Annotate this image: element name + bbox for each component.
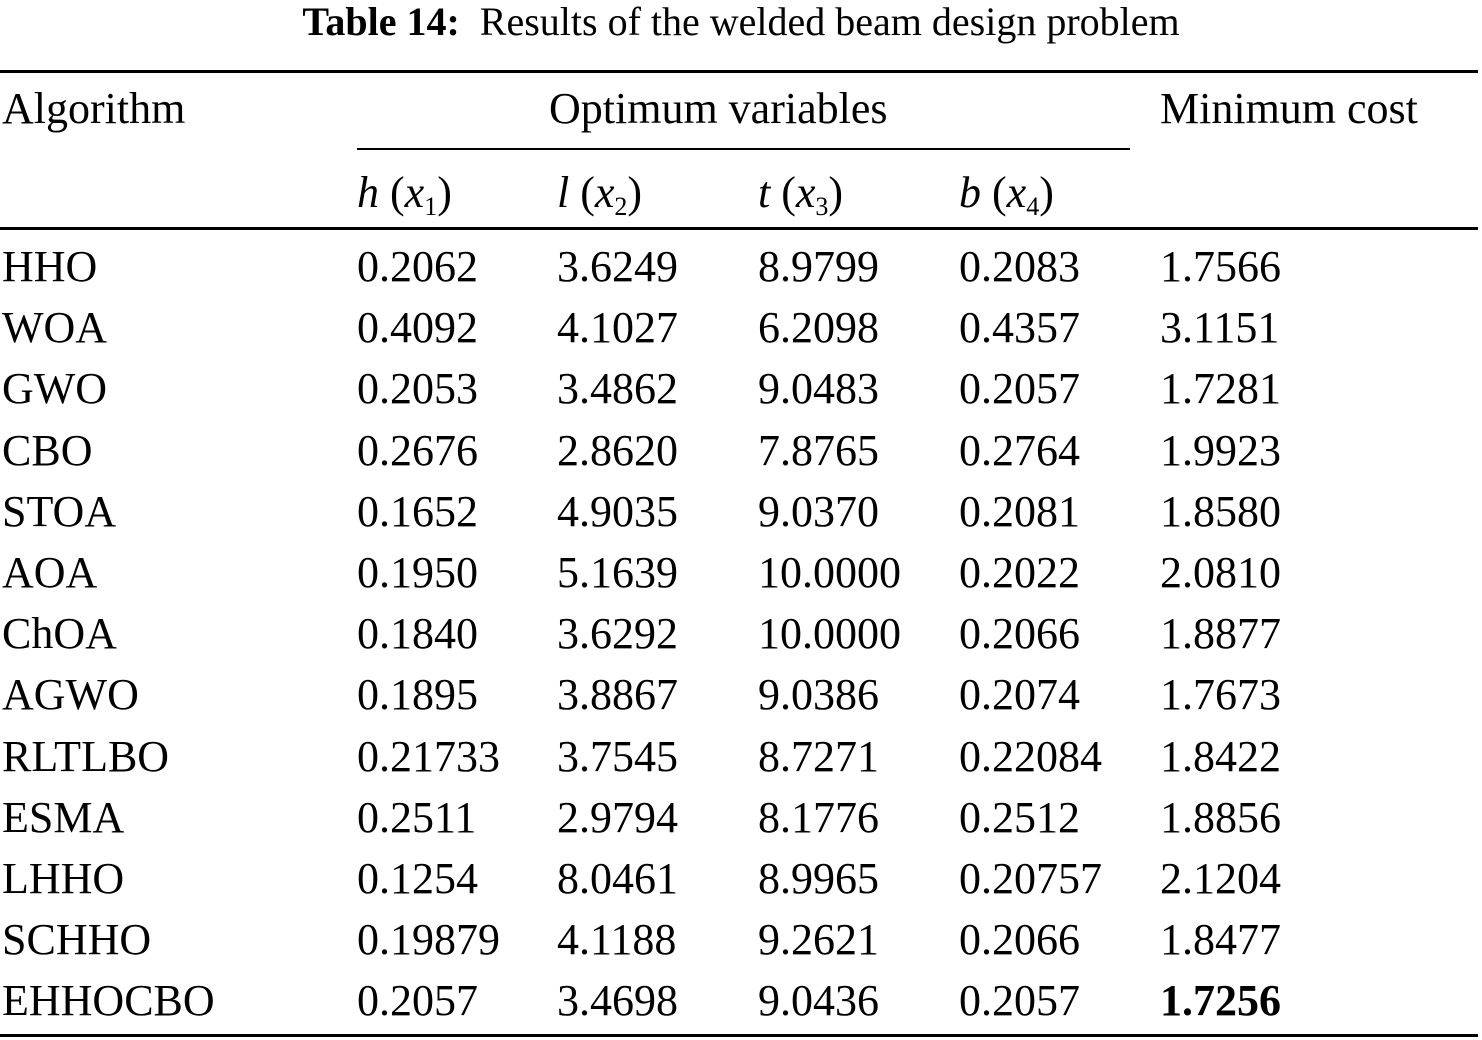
cell-b: 0.2022 (959, 548, 1080, 597)
cell-h: 0.1840 (357, 609, 478, 658)
cell-cost: 1.8477 (1160, 915, 1281, 964)
cell-b: 0.2512 (959, 793, 1080, 842)
cell-l: 4.1027 (557, 303, 678, 352)
cell-h: 0.1895 (357, 670, 478, 719)
header-optimum-variables: Optimum variables (549, 84, 888, 133)
cell-b: 0.2066 (959, 609, 1080, 658)
group-rule (357, 148, 1130, 150)
cell-algorithm: STOA (2, 487, 117, 536)
cell-t: 9.2621 (758, 915, 879, 964)
cell-h: 0.2057 (357, 976, 478, 1025)
cell-algorithm: RLTLBO (2, 732, 170, 781)
cell-h: 0.1254 (357, 854, 478, 903)
cell-algorithm: GWO (2, 364, 108, 413)
cell-l: 5.1639 (557, 548, 678, 597)
cell-t: 8.1776 (758, 793, 879, 842)
cell-l: 3.4698 (557, 976, 678, 1025)
cell-h: 0.2062 (357, 242, 478, 291)
cell-algorithm: CBO (2, 426, 93, 475)
table-caption: Table 14: Results of the welded beam des… (0, 0, 1482, 48)
cell-h: 0.4092 (357, 303, 478, 352)
cell-cost: 1.8856 (1160, 793, 1281, 842)
cell-t: 10.0000 (758, 609, 901, 658)
cell-b: 0.2083 (959, 242, 1080, 291)
cell-b: 0.22084 (959, 732, 1102, 781)
cell-algorithm: LHHO (2, 854, 125, 903)
cell-t: 9.0370 (758, 487, 879, 536)
top-rule (0, 70, 1478, 73)
cell-b: 0.2057 (959, 976, 1080, 1025)
cell-cost: 2.0810 (1160, 548, 1281, 597)
cell-algorithm: EHHOCBO (2, 976, 215, 1025)
cell-algorithm: AGWO (2, 670, 139, 719)
header-var-h: h (x1) (357, 168, 452, 221)
cell-b: 0.4357 (959, 303, 1080, 352)
cell-t: 8.9799 (758, 242, 879, 291)
cell-h: 0.2053 (357, 364, 478, 413)
cell-cost: 2.1204 (1160, 854, 1281, 903)
cell-algorithm: AOA (2, 548, 98, 597)
cell-h: 0.2511 (357, 793, 477, 842)
cell-l: 4.9035 (557, 487, 678, 536)
header-algorithm: Algorithm (2, 84, 186, 133)
cell-cost: 1.8580 (1160, 487, 1281, 536)
cell-l: 3.7545 (557, 732, 678, 781)
header-var-t: t (x3) (758, 168, 844, 221)
cell-l: 3.4862 (557, 364, 678, 413)
cell-l: 3.6249 (557, 242, 678, 291)
cell-cost: 1.8422 (1160, 732, 1281, 781)
cell-l: 2.9794 (557, 793, 678, 842)
cell-t: 10.0000 (758, 548, 901, 597)
cell-t: 9.0483 (758, 364, 879, 413)
cell-algorithm: HHO (2, 242, 98, 291)
cell-cost: 1.7256 (1160, 976, 1281, 1025)
cell-t: 9.0386 (758, 670, 879, 719)
cell-cost: 1.7281 (1160, 364, 1281, 413)
cell-t: 9.0436 (758, 976, 879, 1025)
cell-algorithm: ChOA (2, 609, 117, 658)
cell-t: 7.8765 (758, 426, 879, 475)
cell-algorithm: ESMA (2, 793, 125, 842)
cell-cost: 3.1151 (1160, 303, 1280, 352)
cell-b: 0.2074 (959, 670, 1080, 719)
cell-cost: 1.7566 (1160, 242, 1281, 291)
cell-h: 0.21733 (357, 732, 500, 781)
cell-h: 0.2676 (357, 426, 478, 475)
header-var-b: b (x4) (959, 168, 1054, 221)
cell-t: 8.7271 (758, 732, 879, 781)
cell-b: 0.20757 (959, 854, 1102, 903)
bottom-rule (0, 1034, 1478, 1037)
cell-cost: 1.7673 (1160, 670, 1281, 719)
cell-cost: 1.8877 (1160, 609, 1281, 658)
cell-algorithm: WOA (2, 303, 108, 352)
cell-l: 3.6292 (557, 609, 678, 658)
cell-l: 4.1188 (557, 915, 677, 964)
cell-h: 0.1652 (357, 487, 478, 536)
cell-t: 8.9965 (758, 854, 879, 903)
cell-l: 3.8867 (557, 670, 678, 719)
cell-h: 0.1950 (357, 548, 478, 597)
cell-b: 0.2057 (959, 364, 1080, 413)
caption-label: Table 14: (302, 0, 460, 44)
cell-l: 2.8620 (557, 426, 678, 475)
cell-b: 0.2764 (959, 426, 1080, 475)
header-rule (0, 227, 1478, 230)
header-var-l: l (x2) (557, 168, 643, 221)
cell-algorithm: SCHHO (2, 915, 152, 964)
header-minimum-cost: Minimum cost (1160, 84, 1418, 133)
cell-b: 0.2066 (959, 915, 1080, 964)
cell-l: 8.0461 (557, 854, 678, 903)
caption-text: Results of the welded beam design proble… (479, 0, 1180, 44)
cell-h: 0.19879 (357, 915, 500, 964)
cell-t: 6.2098 (758, 303, 879, 352)
cell-cost: 1.9923 (1160, 426, 1281, 475)
cell-b: 0.2081 (959, 487, 1080, 536)
